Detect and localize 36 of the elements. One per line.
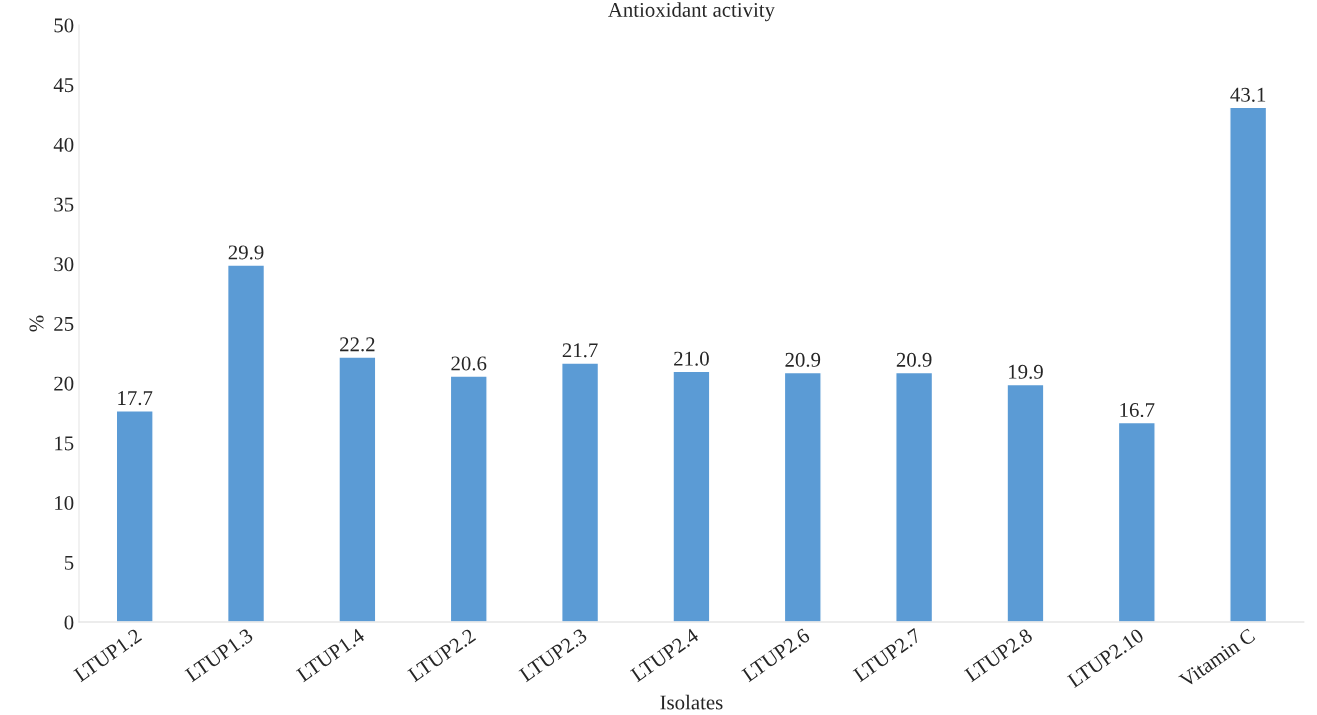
data-label: 20.9 [785, 352, 821, 367]
y-axis-title: % [29, 315, 44, 332]
bar [895, 371, 934, 623]
bar [1117, 421, 1156, 623]
y-tick-label: 10 [55, 496, 74, 511]
data-label: 22.2 [340, 337, 375, 352]
data-label: 20.6 [451, 356, 487, 371]
data-label: 43.1 [1230, 87, 1266, 102]
bar [226, 264, 266, 623]
data-label: 20.9 [896, 352, 932, 367]
bar [449, 375, 488, 623]
bar [783, 371, 822, 623]
bar [561, 362, 600, 623]
y-tick-label: 45 [53, 78, 74, 93]
data-label: 17.7 [118, 391, 153, 406]
y-tick-label: 0 [64, 615, 74, 630]
bar [338, 356, 377, 623]
bar [115, 410, 154, 623]
y-tick-label: 25 [54, 316, 74, 331]
data-label: 21.0 [674, 351, 709, 366]
y-tick-label: 50 [54, 18, 74, 33]
bar [672, 370, 711, 623]
bar [1229, 106, 1268, 623]
y-tick-label: 35 [54, 197, 74, 212]
y-tick-label: 30 [54, 257, 74, 272]
x-axis-title: Isolates [660, 694, 723, 710]
y-tick-label: 15 [55, 436, 74, 451]
y-tick-label: 5 [64, 555, 74, 570]
data-label: 21.7 [562, 343, 598, 358]
bar [1006, 383, 1045, 623]
y-tick-label: 40 [53, 137, 74, 152]
data-label: 29.9 [228, 245, 264, 260]
data-label: 19.9 [1009, 364, 1043, 379]
chart-title: Antioxidant activity [608, 2, 775, 22]
y-tick-label: 20 [54, 376, 74, 391]
data-label: 16.7 [1120, 403, 1155, 418]
